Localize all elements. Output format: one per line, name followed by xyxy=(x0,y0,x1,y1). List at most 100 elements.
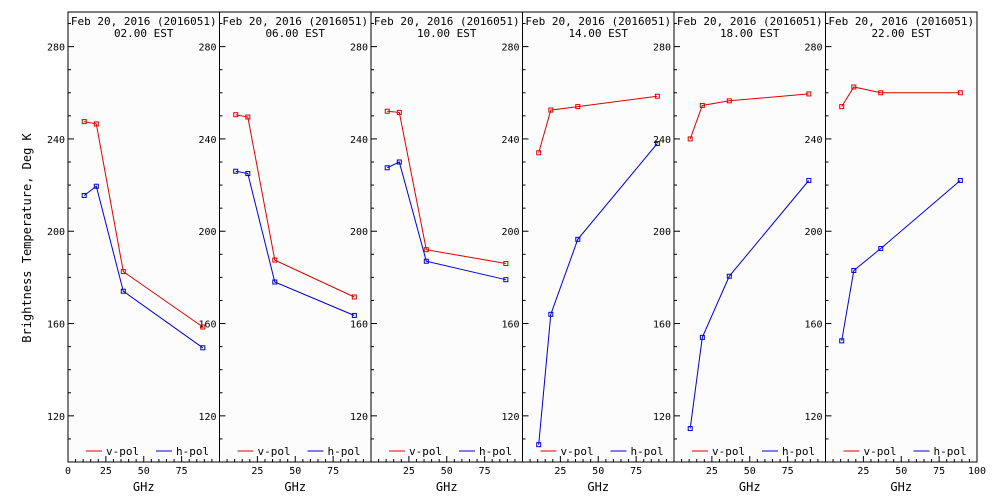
panel-title: Feb 20, 2016 (2016051) xyxy=(71,15,217,28)
data-point xyxy=(699,102,705,108)
y-tick-label: 280 xyxy=(198,43,216,54)
data-point xyxy=(878,246,884,252)
data-point xyxy=(93,183,99,189)
panel-subtitle: 02.00 EST xyxy=(114,27,174,40)
panel-frame xyxy=(219,11,372,463)
series-line-h-pol xyxy=(235,170,355,316)
y-tick-label: 240 xyxy=(501,135,519,146)
series-line-h-pol xyxy=(538,143,658,445)
panel-title: Feb 20, 2016 (2016051) xyxy=(828,15,974,28)
x-tick-label: 75 xyxy=(176,466,188,477)
x-tick-label: 25 xyxy=(554,466,566,477)
y-tick-label: 160 xyxy=(47,320,65,331)
data-point xyxy=(245,171,251,177)
series-line-v-pol xyxy=(387,110,506,264)
data-point xyxy=(245,114,251,120)
panel-title: Feb 20, 2016 (2016051) xyxy=(374,15,520,28)
y-tick-label: 160 xyxy=(350,320,368,331)
data-point xyxy=(687,136,693,142)
data-point xyxy=(839,338,845,344)
panel-frame xyxy=(825,11,978,463)
panel-frame xyxy=(673,11,826,463)
y-tick-label: 200 xyxy=(47,227,65,238)
x-tick-label: 50 xyxy=(289,466,301,477)
y-tick-label: 120 xyxy=(47,412,65,423)
y-tick-label: 280 xyxy=(653,43,671,54)
series-line-v-pol xyxy=(235,114,355,298)
data-point xyxy=(536,150,542,156)
series-line-h-pol xyxy=(386,161,506,281)
y-tick-label: 280 xyxy=(804,43,822,54)
data-point xyxy=(957,90,963,96)
series-line-v-pol xyxy=(689,93,809,140)
legend-label: h-pol xyxy=(328,445,361,458)
x-tick-label: 50 xyxy=(441,466,453,477)
panel-1: Feb 20, 2016 (2016051)02.00 EST 0 25 50 75 12… xyxy=(47,11,220,494)
y-tick-label: 160 xyxy=(501,320,519,331)
x-tick-label: 75 xyxy=(327,466,339,477)
panel-4: Feb 20, 2016 (2016051)14.00 EST 25 50 75 120… xyxy=(501,11,675,494)
data-point xyxy=(806,91,812,97)
panel-title: Feb 20, 2016 (2016051) xyxy=(525,15,671,28)
x-tick-label: 50 xyxy=(592,466,604,477)
legend-label: h-pol xyxy=(782,445,815,458)
data-point xyxy=(233,112,239,118)
data-point xyxy=(839,104,845,110)
panel-frame xyxy=(67,11,220,463)
panel-5: Feb 20, 2016 (2016051)18.00 EST 25 50 75 120… xyxy=(653,11,826,494)
data-point xyxy=(423,258,429,264)
x-tick-label: 75 xyxy=(933,466,945,477)
x-tick-label: 50 xyxy=(744,466,756,477)
y-tick-label: 120 xyxy=(653,412,671,423)
x-tick-label: 25 xyxy=(403,466,415,477)
y-tick-label: 160 xyxy=(653,320,671,331)
x-axis-label: GHz xyxy=(587,480,609,494)
y-axis-label: Brightness Temperature, Deg K xyxy=(20,132,34,342)
y-tick-label: 200 xyxy=(198,227,216,238)
x-axis-label: GHz xyxy=(436,480,458,494)
x-tick-label: 50 xyxy=(138,466,150,477)
y-tick-label: 280 xyxy=(350,43,368,54)
legend-label: v-pol xyxy=(258,445,291,458)
data-point xyxy=(575,236,581,242)
series-line-h-pol xyxy=(689,180,810,429)
data-point xyxy=(851,267,857,273)
data-point xyxy=(233,168,239,174)
x-tick-label: 0 xyxy=(65,466,71,477)
data-point xyxy=(200,345,206,351)
legend-label: h-pol xyxy=(631,445,664,458)
data-point xyxy=(536,442,542,448)
data-point xyxy=(726,273,732,279)
series-line-h-pol xyxy=(83,185,204,349)
data-point xyxy=(654,141,660,147)
data-point xyxy=(851,84,857,90)
data-point xyxy=(272,279,278,285)
series-line-v-pol xyxy=(841,86,961,107)
series-line-v-pol xyxy=(538,95,658,153)
legend-label: h-pol xyxy=(934,445,967,458)
y-tick-label: 120 xyxy=(804,412,822,423)
x-axis-label: GHz xyxy=(739,480,761,494)
data-point xyxy=(81,119,87,125)
data-point xyxy=(548,107,554,113)
series-line-h-pol xyxy=(841,180,961,341)
panel-title: Feb 20, 2016 (2016051) xyxy=(677,15,823,28)
legend-label: h-pol xyxy=(176,445,209,458)
data-point xyxy=(272,257,278,263)
data-point xyxy=(384,165,390,171)
panel-subtitle: 18.00 EST xyxy=(720,27,780,40)
data-point xyxy=(120,269,126,275)
legend-label: v-pol xyxy=(864,445,897,458)
data-point xyxy=(878,90,884,96)
data-point xyxy=(351,294,357,300)
panel-2: Feb 20, 2016 (2016051)06.00 EST 25 50 75 120… xyxy=(198,11,372,494)
legend-label: v-pol xyxy=(106,445,139,458)
data-point xyxy=(503,261,509,267)
y-tick-label: 240 xyxy=(653,135,671,146)
panel-frame xyxy=(370,11,523,463)
x-tick-label: 75 xyxy=(630,466,642,477)
data-point xyxy=(93,121,99,127)
y-tick-label: 120 xyxy=(350,412,368,423)
x-tick-label: 25 xyxy=(857,466,869,477)
